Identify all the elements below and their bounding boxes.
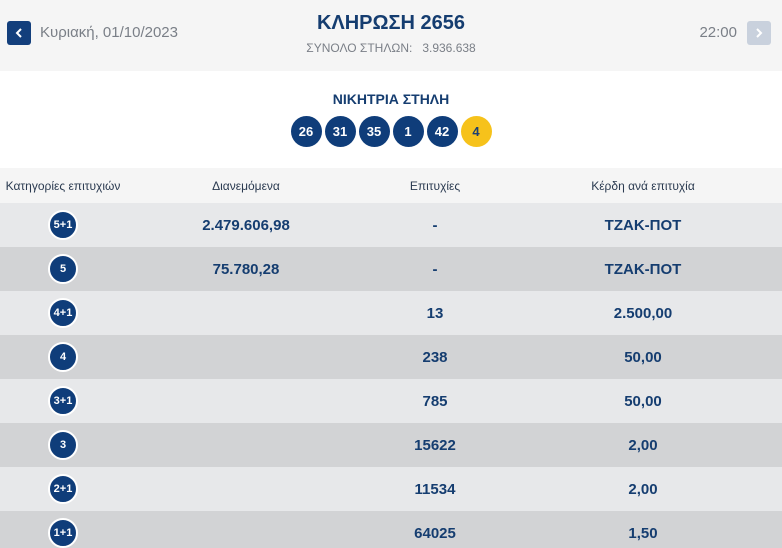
- header-prize: Κέρδη ανά επιτυχία: [591, 178, 695, 193]
- winning-column: ΝΙΚΗΤΡΙΑ ΣΤΗΛΗ 26 31 35 1 42 4: [0, 71, 782, 168]
- draw-date: Κυριακή, 01/10/2023: [40, 24, 178, 41]
- winning-column-title: ΝΙΚΗΤΡΙΑ ΣΤΗΛΗ: [332, 91, 450, 107]
- table-row: 5 75.780,28 - ΤΖΑΚ-ΠΟΤ: [0, 247, 782, 291]
- winning-number-ball: 26: [290, 116, 322, 147]
- winners-cell: 785: [422, 392, 448, 410]
- total-columns-label: ΣΥΝΟΛΟ ΣΤΗΛΩΝ:: [306, 41, 413, 55]
- chevron-left-icon: [15, 28, 22, 38]
- category-badge: 1+1: [48, 518, 78, 548]
- table-row: 3 15622 2,00: [0, 423, 782, 467]
- prize-cell: 50,00: [624, 348, 662, 366]
- table-row: 3+1 785 50,00: [0, 379, 782, 423]
- winners-cell: 11534: [414, 480, 456, 498]
- total-columns: ΣΥΝΟΛΟ ΣΤΗΛΩΝ: 3.936.638: [0, 41, 782, 55]
- table-row: 5+1 2.479.606,98 - ΤΖΑΚ-ΠΟΤ: [0, 203, 782, 247]
- category-badge: 5: [48, 254, 78, 284]
- draw-title: ΚΛΗΡΩΣΗ 2656: [316, 12, 466, 34]
- winners-cell: -: [432, 216, 438, 234]
- prize-cell: 50,00: [624, 392, 662, 410]
- table-row: 2+1 11534 2,00: [0, 467, 782, 511]
- prize-cell: ΤΖΑΚ-ΠΟΤ: [604, 260, 682, 278]
- winners-cell: -: [432, 260, 438, 278]
- header-distributed: Διανεμόμενα: [212, 178, 280, 193]
- category-badge: 5+1: [48, 210, 78, 240]
- distributed-cell: 75.780,28: [212, 260, 280, 278]
- prize-cell: ΤΖΑΚ-ΠΟΤ: [604, 216, 682, 234]
- category-badge: 4: [48, 342, 78, 372]
- draw-time: 22:00: [699, 24, 737, 41]
- header-winners: Επιτυχίες: [409, 178, 461, 193]
- winning-number-ball: 31: [324, 116, 356, 147]
- category-badge: 3: [48, 430, 78, 460]
- winners-cell: 238: [422, 348, 448, 366]
- chevron-right-icon: [756, 28, 763, 38]
- previous-draw-button[interactable]: [7, 21, 31, 45]
- winners-cell: 15622: [414, 436, 456, 454]
- prize-cell: 2,00: [628, 480, 658, 498]
- table-row: 4+1 13 2.500,00: [0, 291, 782, 335]
- next-draw-button[interactable]: [747, 21, 771, 45]
- winners-cell: 13: [426, 304, 444, 322]
- prize-cell: 1,50: [628, 524, 658, 542]
- header-categories: Κατηγορίες επιτυχιών: [5, 178, 121, 193]
- prize-cell: 2,00: [628, 436, 658, 454]
- winning-number-ball: 35: [358, 116, 390, 147]
- table-row: 4 238 50,00: [0, 335, 782, 379]
- joker-ball: 4: [460, 116, 492, 147]
- winning-number-ball: 1: [392, 116, 424, 147]
- category-badge: 4+1: [48, 298, 78, 328]
- total-columns-value: 3.936.638: [422, 41, 476, 55]
- category-badge: 2+1: [48, 474, 78, 504]
- draw-header: Κυριακή, 01/10/2023 ΚΛΗΡΩΣΗ 2656 ΣΥΝΟΛΟ …: [0, 0, 782, 71]
- prize-table-body: 5+1 2.479.606,98 - ΤΖΑΚ-ΠΟΤ 5 75.780,28 …: [0, 203, 782, 548]
- winners-cell: 64025: [414, 524, 456, 542]
- winning-number-ball: 42: [426, 116, 458, 147]
- table-header: Κατηγορίες επιτυχιών Διανεμόμενα Επιτυχί…: [0, 168, 782, 203]
- distributed-cell: 2.479.606,98: [202, 216, 290, 234]
- table-row: 1+1 64025 1,50: [0, 511, 782, 548]
- winning-balls: 26 31 35 1 42 4: [0, 116, 782, 147]
- prize-cell: 2.500,00: [613, 304, 673, 322]
- category-badge: 3+1: [48, 386, 78, 416]
